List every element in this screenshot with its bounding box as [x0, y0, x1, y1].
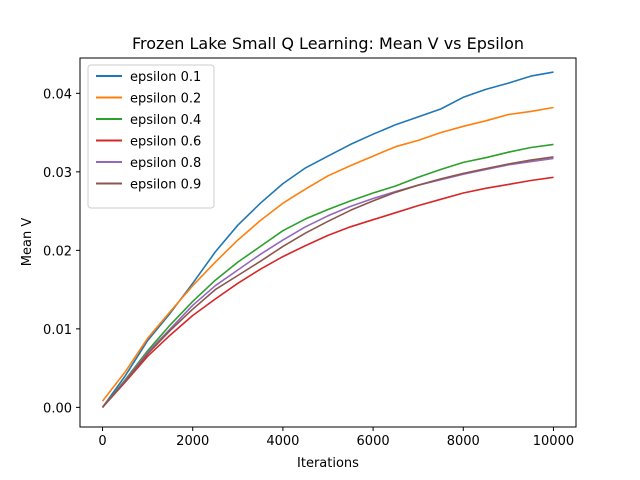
series-line-4 [101, 176, 554, 408]
series-line-6 [101, 156, 554, 408]
series-line-3 [101, 143, 554, 408]
series-line-2 [101, 106, 554, 402]
legend-entry-label: epsilon 0.2 [130, 92, 201, 107]
x-tick-label: 2000 [176, 434, 209, 449]
legend-entry-label: epsilon 0.8 [130, 156, 201, 171]
x-tick-label: 10000 [533, 434, 574, 449]
legend-entry-label: epsilon 0.6 [130, 135, 201, 150]
plot-frame [79, 57, 577, 428]
chart-title: Frozen Lake Small Q Learning: Mean V vs … [132, 34, 524, 53]
legend-entry-label: epsilon 0.4 [130, 113, 201, 128]
plot-area [101, 71, 554, 408]
x-tick-label: 6000 [357, 434, 390, 449]
y-tick-label: 0.03 [43, 166, 72, 181]
y-tick-label: 0.04 [43, 87, 72, 102]
y-tick-label: 0.02 [43, 244, 72, 259]
y-axis-label: Mean V [20, 218, 35, 267]
legend-entry-label: epsilon 0.1 [130, 70, 201, 85]
legend-box [87, 64, 215, 209]
y-tick-label: 0.00 [43, 401, 72, 416]
x-axis-label: Iterations [297, 456, 359, 471]
y-tick-label: 0.01 [43, 323, 72, 338]
x-tick-label: 8000 [447, 434, 480, 449]
x-tick-label: 4000 [266, 434, 299, 449]
legend-entry-label: epsilon 0.9 [130, 178, 201, 193]
axes: 0 2000 4000 6000 8000 10000 0.00 0.01 0.02 0.03 0.… [43, 87, 574, 449]
x-tick-label: 0 [98, 434, 106, 449]
legend: epsilon 0.1 epsilon 0.2 epsilon 0.4 epsilon… [87, 64, 215, 209]
